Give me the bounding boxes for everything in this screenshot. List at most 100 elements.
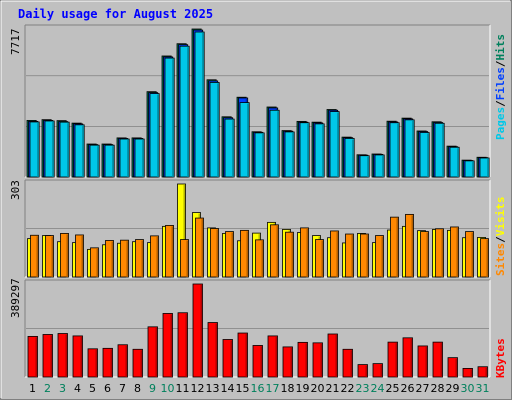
bar-kbytes <box>387 341 398 378</box>
bar-kbytes-shade <box>230 340 232 377</box>
bar-sites <box>390 216 399 278</box>
bar-kbytes-shade <box>335 335 337 377</box>
bar-sites <box>60 233 69 278</box>
bar-kbytes-shade <box>125 345 127 377</box>
bar-pages <box>329 111 340 178</box>
bar-kbytes <box>282 346 293 378</box>
bar-kbytes-shade <box>260 346 262 377</box>
bar-pages-shade <box>367 156 369 177</box>
bar-sites-shade <box>426 232 428 277</box>
bar-sites-shade <box>411 215 413 277</box>
bar-sites <box>420 231 429 278</box>
bar-kbytes <box>42 334 53 378</box>
bar-kbytes-shade <box>410 338 412 377</box>
bar-sites-shade <box>306 228 308 277</box>
bar-sites-shade <box>261 240 263 277</box>
bar-sites-shade <box>471 232 473 277</box>
bar-pages-shade <box>52 122 54 177</box>
bar-sites <box>240 229 249 278</box>
bar-kbytes-shade <box>485 367 487 377</box>
bar-pages-shade <box>127 140 129 177</box>
bar-kbytes <box>177 312 188 378</box>
bar-kbytes <box>147 326 158 378</box>
legend-visits-sites: Sites/Visits <box>494 197 507 277</box>
bar-sites <box>450 226 459 278</box>
bar-visits-shade <box>183 185 185 277</box>
bar-sites <box>30 234 39 278</box>
x-tick-label: 30 <box>461 382 475 395</box>
legend-sep-3: / <box>494 236 507 243</box>
x-tick-label: 29 <box>446 382 460 395</box>
bar-pages-shade <box>277 111 279 177</box>
bar-pages <box>224 118 235 178</box>
bar-pages-shade <box>232 120 234 177</box>
bar-kbytes <box>27 335 38 378</box>
bar-sites-shade <box>216 229 218 277</box>
x-tick-label: 24 <box>371 382 385 395</box>
bar-sites-shade <box>66 234 68 277</box>
bar-kbytes <box>462 367 473 378</box>
x-tick-label: 21 <box>326 382 340 395</box>
bar-kbytes <box>477 366 488 378</box>
bar-kbytes <box>402 337 413 378</box>
x-tick-label: 13 <box>206 382 220 395</box>
bar-kbytes <box>102 347 113 378</box>
bar-pages <box>479 157 490 178</box>
panel-kbytes <box>24 279 491 378</box>
bar-sites-shade <box>246 231 248 277</box>
bar-sites <box>360 233 369 278</box>
bar-pages-shade <box>142 140 144 177</box>
bar-pages <box>29 121 40 178</box>
bar-kbytes <box>57 333 68 378</box>
x-tick-labels: 1 2 3 4 5 6 7 8 9 10 11 12 13 14 15 16 17 18 19 20 21 22 23 24 2… <box>29 382 490 395</box>
x-tick-label: 3 <box>59 382 66 395</box>
bar-pages <box>404 119 415 178</box>
bar-sites-shade <box>231 232 233 277</box>
bar-kbytes-shade <box>80 336 82 377</box>
bar-kbytes-shade <box>365 365 367 377</box>
bar-sites-shade <box>276 225 278 277</box>
bar-kbytes-shade <box>35 337 37 377</box>
x-tick-label: 23 <box>356 382 370 395</box>
bar-pages <box>209 82 220 178</box>
bar-sites <box>270 224 279 278</box>
bar-pages-shade <box>82 125 84 177</box>
bar-pages <box>284 131 295 178</box>
bar-pages-shade <box>67 123 69 177</box>
bar-pages-shade <box>292 132 294 177</box>
chart-title: Daily usage for August 2025 <box>18 7 213 21</box>
bar-pages <box>149 93 160 178</box>
bar-kbytes <box>267 335 278 378</box>
x-tick-label: 5 <box>89 382 96 395</box>
bar-kbytes <box>132 348 143 378</box>
x-tick-label: 16 <box>251 382 265 395</box>
bar-sites <box>315 239 324 278</box>
bar-pages-shade <box>352 139 354 177</box>
bar-kbytes-shade <box>200 285 202 377</box>
bar-pages <box>344 138 355 178</box>
bar-sites-shade <box>36 236 38 277</box>
bar-sites-shade <box>291 233 293 277</box>
x-tick-label: 8 <box>134 382 141 395</box>
legend-sites: Sites <box>494 243 507 276</box>
bar-sites-shade <box>96 248 98 277</box>
x-tick-label: 31 <box>476 382 490 395</box>
bar-kbytes <box>207 322 218 378</box>
bar-kbytes-shade <box>170 314 172 377</box>
bar-kbytes <box>327 333 338 378</box>
x-tick-label: 22 <box>341 382 355 395</box>
legend-visits: Visits <box>494 197 507 237</box>
bar-kbytes <box>312 342 323 378</box>
bar-pages-shade <box>247 103 249 177</box>
bar-pages <box>269 109 280 178</box>
bar-sites-shade <box>201 219 203 277</box>
legend-pages: Pages <box>494 107 507 140</box>
bar-sites-shade <box>111 241 113 277</box>
bar-sites <box>105 240 114 278</box>
bar-kbytes <box>192 283 203 378</box>
bar-sites <box>150 235 159 278</box>
bar-pages-shade <box>187 47 189 178</box>
bar-sites-shade <box>336 231 338 277</box>
bar-pages-shade <box>382 155 384 177</box>
bar-pages <box>359 155 370 178</box>
